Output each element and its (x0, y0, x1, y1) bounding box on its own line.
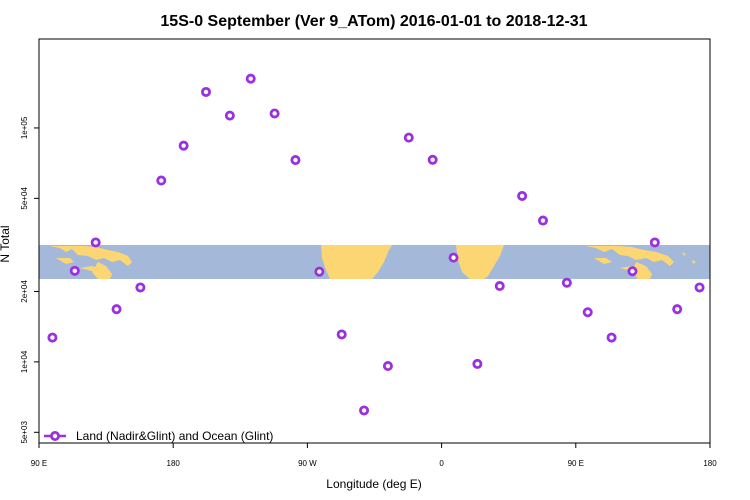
land-indonesia-left (50, 246, 132, 271)
data-point (582, 307, 593, 318)
data-point (649, 237, 660, 248)
x-axis-ticks: 90 E 180 90 W 0 90 E 180 (31, 443, 717, 468)
data-point (403, 132, 414, 143)
legend: Land (Nadir&Glint) and Ocean (Glint) (44, 429, 273, 443)
data-point (290, 155, 301, 166)
data-point (359, 405, 370, 416)
y-tick-label: 1e+05 (20, 116, 29, 139)
y-tick-label: 2e+04 (20, 280, 29, 303)
data-point (517, 190, 528, 201)
data-point (494, 281, 505, 292)
x-tick-label: 90 E (568, 459, 584, 468)
data-point (448, 252, 459, 263)
data-point (47, 332, 58, 343)
data-point (672, 304, 683, 315)
data-point (627, 266, 638, 277)
series-points (47, 73, 705, 416)
y-axis-ticks: 5e+03 1e+04 2e+04 5e+04 1e+05 (20, 116, 39, 444)
data-point (201, 86, 212, 97)
data-point (178, 140, 189, 151)
y-tick-label: 1e+04 (20, 350, 29, 373)
legend-marker (50, 430, 61, 441)
x-tick-label: 180 (167, 459, 181, 468)
land-africa (456, 245, 504, 279)
land-pacific-islands (682, 252, 696, 264)
data-point (245, 73, 256, 84)
x-tick-label: 180 (703, 459, 717, 468)
land-australia-right (632, 262, 652, 279)
x-tick-label: 0 (439, 459, 444, 468)
data-point (694, 282, 705, 293)
y-tick-label: 5e+04 (20, 187, 29, 210)
legend-label: Land (Nadir&Glint) and Ocean (Glint) (76, 429, 273, 443)
land-indonesia-right (586, 246, 674, 271)
data-point (111, 304, 122, 315)
x-tick-label: 90 E (31, 459, 47, 468)
data-point (314, 266, 325, 277)
land-australia-left (92, 262, 112, 279)
plot-frame (38, 38, 711, 444)
world-map-strip (39, 245, 710, 279)
data-point (472, 358, 483, 369)
y-axis-label: N Total (0, 225, 12, 262)
data-point (427, 154, 438, 165)
data-point (382, 361, 393, 372)
data-point (135, 282, 146, 293)
x-tick-label: 90 W (298, 459, 317, 468)
data-point (336, 329, 347, 340)
data-point (69, 265, 80, 276)
data-point (156, 175, 167, 186)
data-point (224, 110, 235, 121)
data-point (606, 332, 617, 343)
x-axis-label: Longitude (deg E) (326, 477, 421, 491)
y-tick-label: 5e+03 (20, 421, 29, 444)
data-point (537, 215, 548, 226)
chart-title: 15S-0 September (Ver 9_ATom) 2016-01-01 … (160, 13, 587, 30)
data-point (561, 277, 572, 288)
data-point (269, 108, 280, 119)
land-south-america (321, 245, 392, 279)
data-point (90, 237, 101, 248)
